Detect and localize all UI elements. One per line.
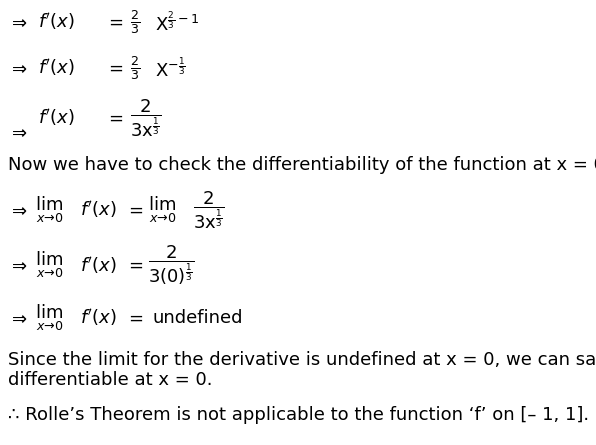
Text: $\lim_{x\to 0}$: $\lim_{x\to 0}$ bbox=[35, 195, 63, 225]
Text: $=$: $=$ bbox=[105, 109, 123, 127]
Text: $\mathrm{X}^{-\frac{1}{3}}$: $\mathrm{X}^{-\frac{1}{3}}$ bbox=[155, 56, 186, 80]
Text: $\mathrm{X}^{\frac{2}{3}-1}$: $\mathrm{X}^{\frac{2}{3}-1}$ bbox=[155, 10, 199, 34]
Text: $=$: $=$ bbox=[105, 59, 123, 77]
Text: $=$: $=$ bbox=[125, 256, 144, 274]
Text: $\frac{2}{3}$: $\frac{2}{3}$ bbox=[130, 8, 140, 36]
Text: $\frac{2}{3}$: $\frac{2}{3}$ bbox=[130, 54, 140, 82]
Text: $\Rightarrow$: $\Rightarrow$ bbox=[8, 123, 27, 141]
Text: $\dfrac{2}{3(0)^{\frac{1}{3}}}$: $\dfrac{2}{3(0)^{\frac{1}{3}}}$ bbox=[148, 243, 195, 287]
Text: undefined: undefined bbox=[152, 309, 243, 327]
Text: $f'(x)$: $f'(x)$ bbox=[38, 57, 75, 78]
Text: $=$: $=$ bbox=[125, 309, 144, 327]
Text: $f'(x)$: $f'(x)$ bbox=[80, 307, 117, 328]
Text: $=$: $=$ bbox=[125, 201, 144, 219]
Text: $f'(x)$: $f'(x)$ bbox=[80, 255, 117, 275]
Text: $\Rightarrow$: $\Rightarrow$ bbox=[8, 13, 27, 31]
Text: $\Rightarrow$: $\Rightarrow$ bbox=[8, 59, 27, 77]
Text: $=$: $=$ bbox=[105, 13, 123, 31]
Text: $\lim_{x\to 0}$: $\lim_{x\to 0}$ bbox=[35, 250, 63, 280]
Text: Now we have to check the differentiability of the function at x = 0.: Now we have to check the differentiabili… bbox=[8, 156, 596, 174]
Text: $f'(x)$: $f'(x)$ bbox=[38, 12, 75, 32]
Text: ∴ Rolle’s Theorem is not applicable to the function ‘f’ on [– 1, 1].: ∴ Rolle’s Theorem is not applicable to t… bbox=[8, 406, 589, 424]
Text: $f'(x)$: $f'(x)$ bbox=[38, 108, 75, 129]
Text: $\Rightarrow$: $\Rightarrow$ bbox=[8, 256, 27, 274]
Text: $\lim_{x\to 0}$: $\lim_{x\to 0}$ bbox=[35, 303, 63, 333]
Text: $\dfrac{2}{3\mathrm{x}^{\frac{1}{3}}}$: $\dfrac{2}{3\mathrm{x}^{\frac{1}{3}}}$ bbox=[130, 97, 162, 139]
Text: Since the limit for the derivative is undefined at x = 0, we can say that f is n: Since the limit for the derivative is un… bbox=[8, 351, 596, 369]
Text: differentiable at x = 0.: differentiable at x = 0. bbox=[8, 371, 213, 389]
Text: $\Rightarrow$: $\Rightarrow$ bbox=[8, 309, 27, 327]
Text: $\dfrac{2}{3\mathrm{x}^{\frac{1}{3}}}$: $\dfrac{2}{3\mathrm{x}^{\frac{1}{3}}}$ bbox=[193, 189, 225, 231]
Text: $\Rightarrow$: $\Rightarrow$ bbox=[8, 201, 27, 219]
Text: $\lim_{x\to 0}$: $\lim_{x\to 0}$ bbox=[148, 195, 176, 225]
Text: $f'(x)$: $f'(x)$ bbox=[80, 199, 117, 221]
